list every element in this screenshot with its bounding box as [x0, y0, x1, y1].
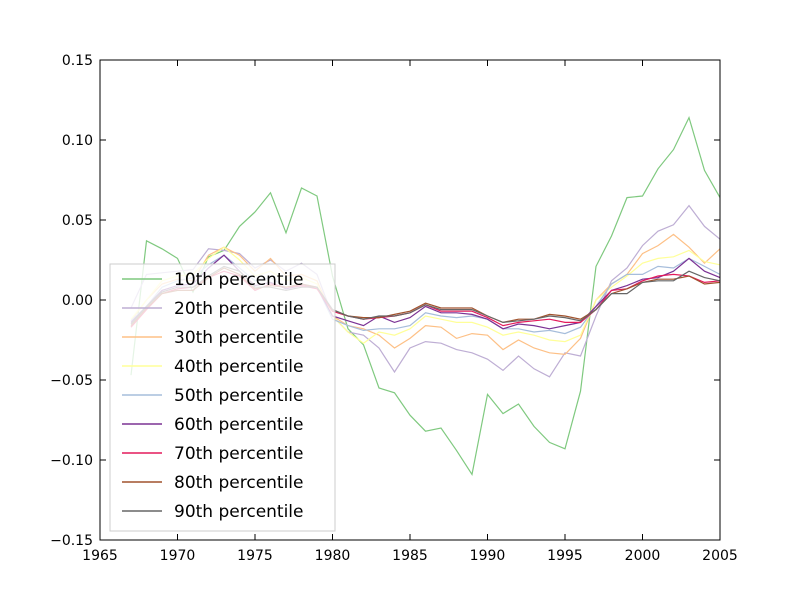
axis-ticks: 1965 1970 1975 1980 1985 1990 1995 2000 2005 0.15…: [50, 53, 738, 564]
x-tick-label: 1965: [82, 548, 118, 564]
x-tick-label: 2005: [702, 548, 738, 564]
legend-label: 50th percentile: [174, 386, 304, 406]
legend-label: 60th percentile: [174, 415, 304, 435]
legend-label: 40th percentile: [174, 357, 304, 377]
legend-label: 70th percentile: [174, 444, 304, 464]
series-line-5: [130, 254, 721, 335]
legend-label: 20th percentile: [174, 299, 304, 319]
y-tick-label: 0.10: [62, 133, 93, 149]
y-tick-label: 0.00: [62, 293, 93, 309]
series-line-1: [130, 115, 721, 476]
x-tick-label: 1980: [315, 548, 351, 564]
legend-label: 90th percentile: [174, 502, 304, 522]
x-tick-label: 2000: [625, 548, 661, 564]
x-tick-label: 1985: [392, 548, 428, 564]
series-line-4: [130, 246, 721, 344]
legend-label: 30th percentile: [174, 328, 304, 348]
x-tick-label: 1970: [160, 548, 196, 564]
y-tick-label: 0.15: [62, 53, 93, 69]
x-tick-label: 1975: [237, 548, 273, 564]
x-tick-label: 1990: [470, 548, 506, 564]
legend-label: 80th percentile: [174, 473, 304, 493]
y-tick-label: −0.05: [50, 373, 93, 389]
legend: 10th percentile 20th percentile 30th perce…: [109, 263, 336, 532]
y-tick-label: −0.15: [50, 533, 93, 549]
y-tick-label: 0.05: [62, 213, 93, 229]
y-tick-label: −0.10: [50, 453, 93, 469]
series-line-6: [130, 254, 721, 330]
x-tick-label: 1995: [547, 548, 583, 564]
legend-label: 10th percentile: [174, 270, 304, 290]
